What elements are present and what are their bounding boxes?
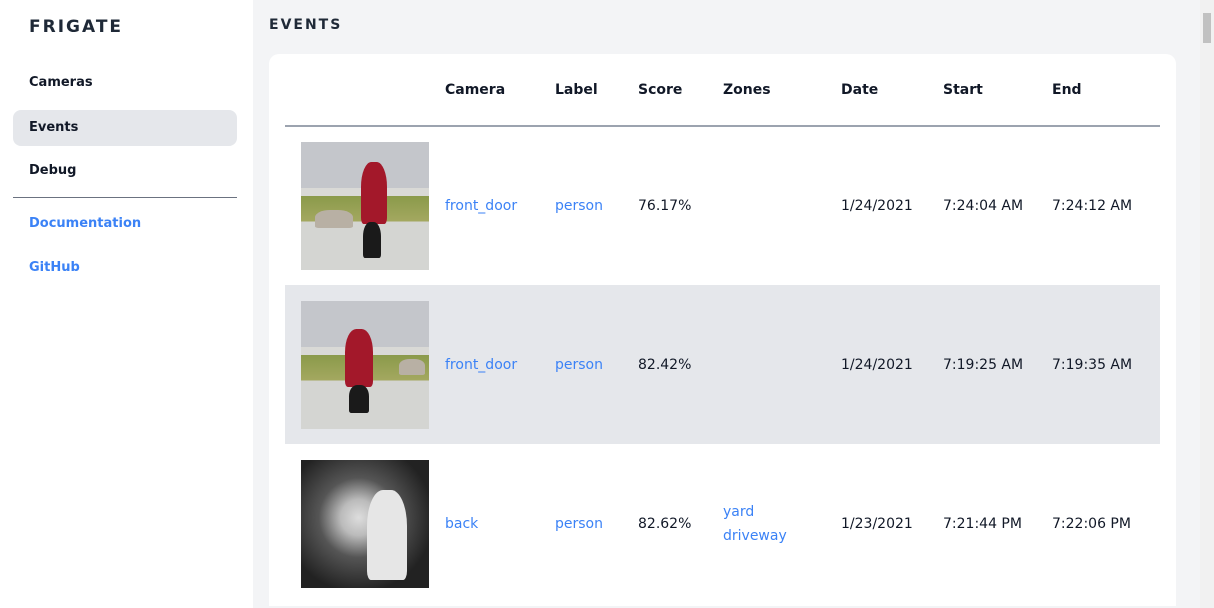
sidebar-link-github[interactable]: GitHub [29,260,80,275]
page-scrollbar[interactable] [1200,0,1214,608]
header-camera: Camera [445,54,555,127]
brand-logo: FRIGATE [29,17,124,37]
sidebar-item-cameras[interactable]: Cameras [29,75,93,90]
header-zones: Zones [723,54,841,127]
sidebar-divider [13,197,237,198]
table-row[interactable]: front_door person 82.42% 1/24/2021 7:19:… [285,285,1160,444]
sidebar: FRIGATE Cameras Events Debug Documentati… [0,0,253,608]
date: 1/24/2021 [841,198,913,214]
date: 1/23/2021 [841,515,913,532]
page-title: EVENTS [269,17,343,33]
camera-link[interactable]: back [445,515,479,532]
header-start: Start [943,54,1052,127]
score: 82.62% [638,515,692,532]
camera-link[interactable]: front_door [445,198,518,214]
zone-link[interactable]: yard [723,503,755,520]
label-link[interactable]: person [555,198,603,214]
label-link[interactable]: person [555,515,603,532]
sidebar-item-events[interactable]: Events [13,110,237,146]
score: 82.42% [638,285,723,444]
table-row[interactable]: back person 82.62% yard driveway 1/23/202… [285,444,1160,603]
camera-link[interactable]: front_door [445,356,518,373]
start-time: 7:21:44 PM [943,515,1022,532]
zone-link[interactable]: driveway [723,527,787,544]
table-header-row: Camera Label Score Zones Date Start End [285,54,1160,127]
end-time: 7:19:35 AM [1052,285,1160,444]
scrollbar-thumb[interactable] [1203,13,1211,43]
score: 76.17% [638,198,692,214]
start-time: 7:19:25 AM [943,285,1052,444]
start-time: 7:24:04 AM [943,198,1024,214]
sidebar-item-debug[interactable]: Debug [29,163,77,178]
header-end: End [1052,54,1160,127]
end-time: 7:22:06 PM [1052,515,1131,532]
event-thumbnail[interactable] [301,459,429,588]
event-thumbnail[interactable] [301,300,429,429]
end-time: 7:24:12 AM [1052,198,1133,214]
label-link[interactable]: person [555,356,603,373]
header-label: Label [555,54,638,127]
header-thumbnail [285,54,445,127]
event-thumbnail[interactable] [301,142,429,270]
sidebar-link-documentation[interactable]: Documentation [29,216,142,231]
header-date: Date [841,54,943,127]
events-table: Camera Label Score Zones Date Start End … [285,54,1160,603]
header-score: Score [638,54,723,127]
date: 1/24/2021 [841,285,943,444]
table-row[interactable]: front_door person 76.17% 1/24/2021 7:24:… [285,126,1160,285]
events-card: Camera Label Score Zones Date Start End … [269,54,1176,606]
